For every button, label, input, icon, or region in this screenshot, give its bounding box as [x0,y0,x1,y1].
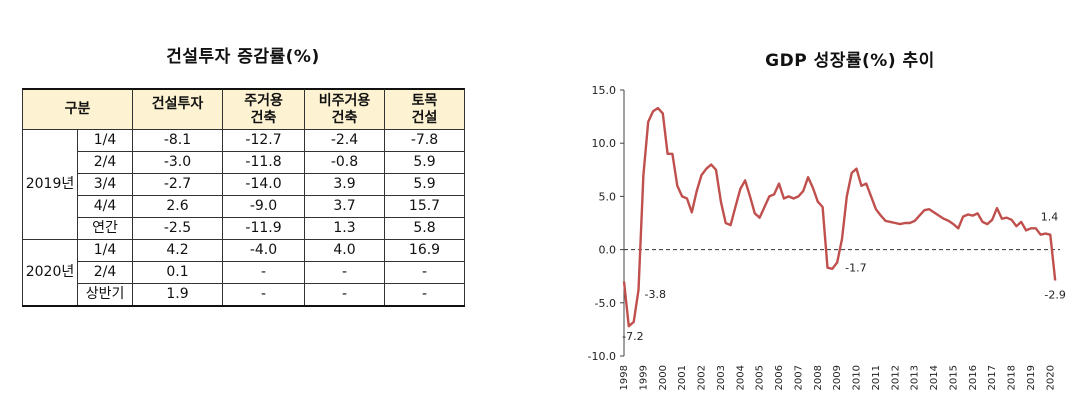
x-tick-label: 2015 [948,365,959,390]
value-cell: - [384,261,466,284]
x-tick-label: 2007 [793,365,804,390]
data-label: -2.9 [1044,288,1065,301]
x-tick-label: 2013 [910,365,921,390]
x-tick-label: 2005 [755,365,766,390]
value-cell: - [304,283,386,307]
x-tick-label: 2002 [697,365,708,390]
data-label: 1.4 [1041,211,1059,224]
data-label: -1.7 [845,262,866,275]
table-row: 3/4 -2.7 -14.0 3.9 5.9 [23,173,466,196]
value-cell: 4.2 [132,239,224,262]
year-cell: 2020년 [22,239,78,307]
x-tick-label: 2011 [871,365,882,390]
y-tick-label: -5.0 [595,297,616,310]
x-tick-label: 2020 [1045,365,1056,390]
y-tick-label: 5.0 [599,190,617,203]
x-tick-label: 2008 [813,365,824,390]
x-tick-label: 1999 [638,365,649,390]
x-tick-label: 2009 [832,365,843,390]
x-tick-label: 2006 [774,365,785,390]
x-tick-label: 2012 [890,365,901,390]
period-cell: 상반기 [76,283,134,307]
x-tick-label: 2017 [987,365,998,390]
header-civil: 토목 건설 [384,88,466,130]
construction-investment-table: 구분 건설투자 주거용 건축 비주거용 건축 토목 건설 2019년 1/4 -8.1 -1… [21,88,466,307]
header-nonresidential-text: 비주거용 건축 [318,92,371,126]
y-tick-label: 15.0 [592,84,617,97]
header-nonresidential: 비주거용 건축 [304,88,386,130]
x-tick-label: 2014 [929,365,940,390]
header-residential-text: 주거용 건축 [244,92,283,126]
table-row: 2/4 0.1- - - [23,261,466,284]
header-construction: 건설투자 [132,88,224,130]
value-cell: -7.8 [384,129,466,152]
table-body: 2019년 1/4 -8.1 -12.7 -2.4 -7.8 2/4 -3.0 -11.8 -0.… [22,129,466,307]
chart-title: GDP 성장률(%) 추이 [765,51,935,71]
data-label: -7.2 [622,330,643,343]
x-tick-label: 2003 [716,365,727,390]
value-cell: 2.6 [132,195,224,218]
y-tick-label: -10.0 [588,350,616,363]
x-tick-label: 2001 [677,365,688,390]
value-cell: -9.0 [222,195,306,218]
value-cell: 0.1 [132,261,224,284]
table-title: 건설투자 증감률(%) [166,47,320,67]
x-tick-label: 2019 [1026,365,1037,390]
data-label: -3.8 [645,288,666,301]
value-cell: -4.0 [222,239,306,262]
table-row: 4/4 2.6 -9.0 3.7 15.7 [23,195,466,218]
header-category: 구분 [21,88,134,130]
table-row: 연간 -2.5 -11.9 1.3 5.8 [23,217,466,240]
x-tick-label: 2010 [852,365,863,390]
value-cell: - [222,283,306,307]
y-tick-label: 10.0 [592,137,617,150]
value-cell: - [304,261,386,284]
x-tick-label: 2000 [658,365,669,390]
x-tick-label: 2018 [1007,365,1018,390]
x-tick-label: 2004 [735,365,746,390]
x-tick-label: 2016 [968,365,979,390]
gdp-series-line [622,106,1057,328]
period-cell: 2/4 [76,261,134,284]
period-cell: 1/4 [76,129,134,152]
x-tick-label: 1998 [619,365,630,390]
value-cell: -2.5 [132,217,224,240]
y-tick-label: 0.0 [599,244,617,257]
value-cell: 1.9 [132,283,224,307]
year-cell: 2019년 [22,129,78,240]
value-cell: - [384,283,466,307]
header-civil-text: 토목 건설 [411,92,438,126]
value-cell: 5.9 [384,173,466,196]
table-row: 상반기 1.9- - - [23,283,466,307]
header-residential: 주거용 건축 [222,88,306,130]
value-cell: -14.0 [222,173,306,196]
table-row: 2/4 -3.0 -11.8 -0.8 5.9 [23,151,466,174]
